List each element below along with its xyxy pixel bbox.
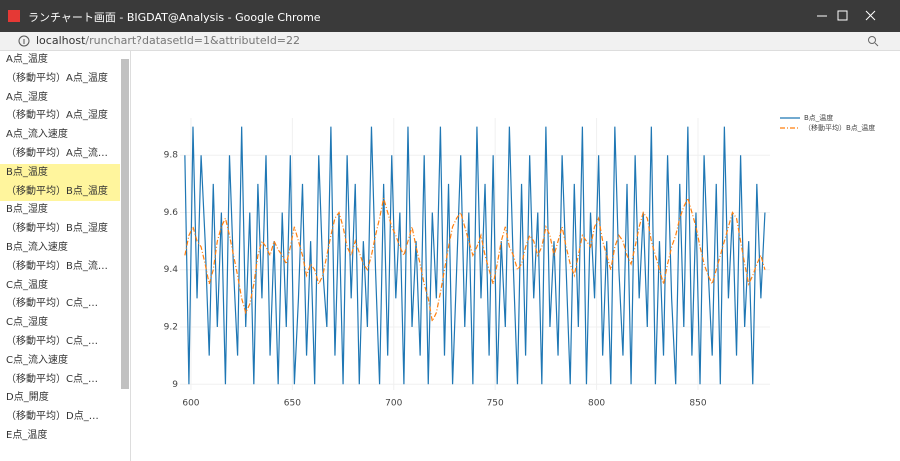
sidebar-item[interactable]: （移動平均）D点_… xyxy=(6,411,99,423)
series-line xyxy=(184,196,766,324)
x-tick-label: 700 xyxy=(385,399,402,409)
y-tick-label: 9.4 xyxy=(164,265,179,275)
sidebar-item[interactable]: （移動平均）A点_温度 xyxy=(6,72,108,84)
x-tick-label: 850 xyxy=(689,399,706,409)
sidebar-item[interactable]: （移動平均）B点_流… xyxy=(6,260,108,272)
legend-label: （移動平均）B点_温度 xyxy=(804,123,875,132)
y-tick-label: 9 xyxy=(172,380,178,390)
sidebar-item[interactable]: C点_温度 xyxy=(6,279,48,291)
title-bar: ランチャート画面 - BIGDAT@Analysis - Google Chro… xyxy=(0,0,900,32)
series-line xyxy=(184,126,766,385)
scrollbar[interactable] xyxy=(121,59,129,389)
sidebar-item[interactable]: D点_開度 xyxy=(6,392,49,404)
legend-label: B点_温度 xyxy=(804,113,833,122)
sidebar-item[interactable]: （移動平均）C点_… xyxy=(6,335,98,347)
address-icons xyxy=(18,35,879,47)
sidebar-item[interactable]: （移動平均）A点_湿度 xyxy=(6,110,108,122)
sidebar-item[interactable]: C点_湿度 xyxy=(6,317,48,329)
url-path: /runchart?datasetId=1&attributeId=22 xyxy=(85,34,301,47)
item-list: A点_温度 （移動平均）A点_温度 A点_湿度 （移動平均）A点_湿度 A点_流入速度 （… xyxy=(0,51,130,446)
sidebar-item[interactable]: （移動平均）B点_温度 xyxy=(0,182,120,202)
url-host: localhost xyxy=(36,34,86,47)
x-tick-label: 650 xyxy=(284,399,301,409)
x-tick-label: 600 xyxy=(182,399,199,409)
sidebar-item[interactable]: B点_流入速度 xyxy=(6,241,68,253)
sidebar-item[interactable]: （移動平均）A点_流… xyxy=(6,147,108,159)
sidebar-item[interactable]: A点_流入速度 xyxy=(6,129,68,141)
sidebar-item[interactable]: （移動平均）C点_… xyxy=(6,298,98,310)
address-bar[interactable]: localhost/runchart?datasetId=1&attribute… xyxy=(0,32,900,51)
window-icons xyxy=(8,10,876,22)
sidebar-item[interactable]: A点_温度 xyxy=(6,54,48,65)
y-tick-label: 9.2 xyxy=(164,323,178,333)
y-tick-label: 9.6 xyxy=(164,208,179,218)
sidebar-item[interactable]: （移動平均）C点_… xyxy=(6,373,98,385)
y-tick-label: 9.8 xyxy=(164,151,179,161)
sidebar-item[interactable]: （移動平均）B点_湿度 xyxy=(6,223,108,235)
sidebar: A点_温度 （移動平均）A点_温度 A点_湿度 （移動平均）A点_湿度 A点_流入速度 （… xyxy=(0,51,131,461)
sidebar-item[interactable]: A点_湿度 xyxy=(6,91,48,103)
sidebar-item[interactable]: B点_温度 xyxy=(0,163,120,183)
x-tick-label: 800 xyxy=(588,399,605,409)
sidebar-item[interactable]: E点_温度 xyxy=(6,429,48,441)
sidebar-item[interactable]: B点_湿度 xyxy=(6,204,48,216)
sidebar-item[interactable]: C点_流入速度 xyxy=(6,354,68,366)
x-tick-label: 750 xyxy=(487,399,504,409)
window-title: ランチャート画面 - BIGDAT@Analysis - Google Chro… xyxy=(28,11,321,24)
